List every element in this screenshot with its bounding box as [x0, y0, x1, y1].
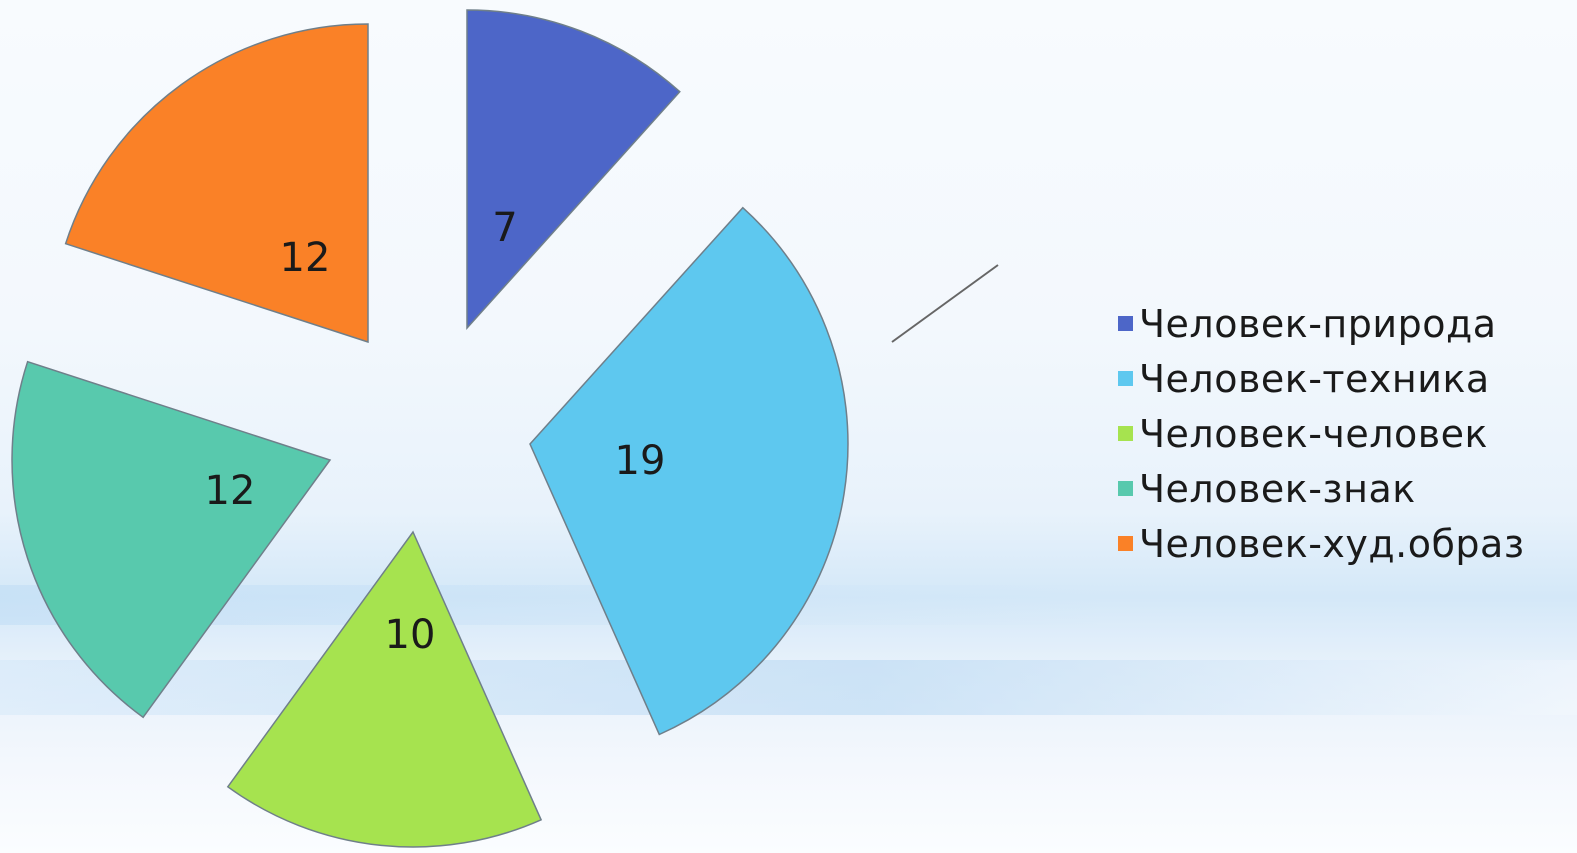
legend-swatch — [1118, 426, 1133, 441]
slice-data-label: 12 — [280, 235, 331, 281]
pie-slice — [11, 360, 332, 719]
legend-swatch — [1118, 481, 1133, 496]
legend-item: Человек-худ.образ — [1118, 516, 1525, 571]
legend-swatch — [1118, 371, 1133, 386]
pie-slice — [529, 206, 849, 736]
slice-data-label: 12 — [205, 468, 256, 514]
legend-label: Человек-техника — [1139, 356, 1490, 401]
pie-slice — [64, 23, 369, 344]
legend-item: Человек-человек — [1118, 406, 1525, 461]
legend-label: Человек-знак — [1139, 466, 1416, 511]
pie-slices: 7 19 10 12 12 — [11, 9, 849, 848]
leader-line — [891, 264, 999, 343]
legend-item: Человек-техника — [1118, 351, 1525, 406]
legend-label: Человек-природа — [1139, 301, 1497, 346]
slice-data-label: 10 — [385, 612, 436, 658]
legend-item: Человек-природа — [1118, 296, 1525, 351]
chart-legend: Человек-природа Человек-техника Человек-че… — [1118, 296, 1525, 571]
pie-slice — [226, 530, 543, 848]
legend-swatch — [1118, 316, 1133, 331]
slice-data-label: 19 — [615, 438, 666, 484]
slice-data-label: 7 — [492, 205, 517, 251]
legend-label: Человек-человек — [1139, 411, 1488, 456]
legend-label: Человек-худ.образ — [1139, 521, 1525, 566]
legend-swatch — [1118, 536, 1133, 551]
legend-item: Человек-знак — [1118, 461, 1525, 516]
pie-slice — [466, 9, 681, 330]
